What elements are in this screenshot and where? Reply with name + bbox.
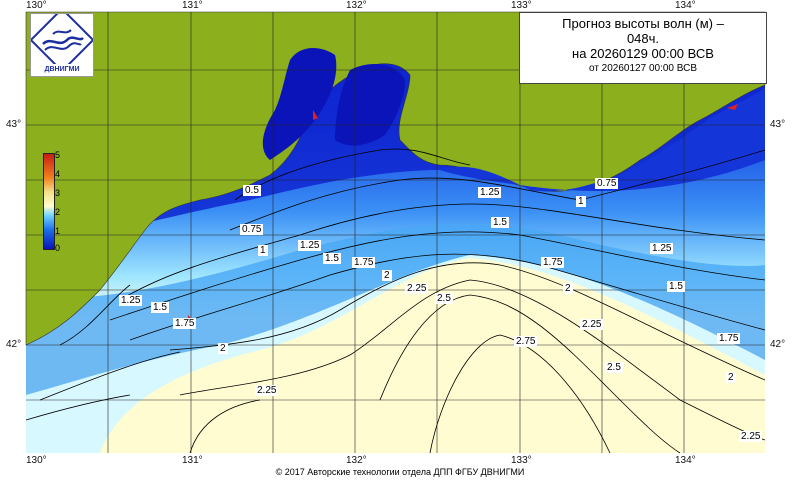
contour-label: 1.75: [173, 318, 197, 329]
contour-label: 2.25: [405, 283, 429, 294]
contour-label: 1.25: [119, 295, 143, 306]
graticule: [26, 12, 765, 453]
contour-label: 1.75: [541, 257, 565, 268]
colorbar-tick-1: 1: [55, 226, 61, 236]
colorbar-tick-0: 0: [55, 243, 61, 253]
title-line-1: Прогноз высоты волн (м) –: [562, 16, 724, 31]
contour-label: 2.5: [435, 293, 453, 304]
wave-logo-icon: [29, 7, 95, 73]
sea-band-yellow: [100, 258, 765, 453]
contour-label: 1.25: [478, 187, 502, 198]
contour-label: 2.25: [580, 319, 604, 330]
lon-label-top-130: 130°: [26, 0, 47, 11]
contour-label: 2: [726, 372, 736, 383]
colorbar-tick-3: 3: [55, 188, 61, 198]
logo-text: ДВНИГМИ: [44, 66, 80, 73]
contour-label: 2.75: [514, 336, 538, 347]
lat-label-left-43: 43°: [6, 119, 22, 130]
lon-label-bottom-131: 131°: [182, 455, 203, 466]
contour-label: 2.5: [605, 362, 623, 373]
lat-label-right-42: 42°: [770, 339, 786, 350]
contour-label: 0.5: [243, 185, 261, 196]
contour-label: 1.5: [323, 253, 341, 264]
contour-label: 2: [563, 283, 573, 294]
contour-label: 1: [576, 196, 586, 207]
lon-label-top-133: 133°: [511, 0, 532, 11]
copyright-footer: © 2017 Авторские технологии отдела ДПП Ф…: [275, 467, 525, 477]
colorbar-tick-4: 4: [55, 169, 61, 179]
contour-label: 1: [258, 245, 268, 256]
lat-label-left-42: 42°: [6, 339, 22, 350]
contour-label: 2.25: [739, 431, 763, 442]
contour-label: 2.25: [255, 385, 279, 396]
title-line-4: от 20260127 00:00 ВСВ: [588, 63, 697, 74]
lon-label-bottom-133: 133°: [511, 455, 532, 466]
lon-label-bottom-130: 130°: [26, 455, 47, 466]
contour-label: 1.5: [667, 281, 685, 292]
lon-label-bottom-132: 132°: [346, 455, 367, 466]
contour-lines: [25, 148, 766, 454]
lon-label-bottom-134: 134°: [675, 455, 696, 466]
lon-label-top-132: 132°: [346, 0, 367, 11]
lat-label-right-43: 43°: [770, 119, 786, 130]
colorbar-tick-2: 2: [55, 207, 61, 217]
marker-north: [313, 110, 318, 120]
contour-label: 0.75: [595, 178, 619, 189]
contour-label: 2: [218, 343, 228, 354]
contour-label: 1.5: [491, 217, 509, 228]
colorbar: [43, 153, 55, 250]
title-line-2: 048ч.: [626, 31, 660, 46]
contour-label: 1.25: [650, 243, 674, 254]
bay-water: [262, 48, 337, 160]
lon-label-top-131: 131°: [182, 0, 203, 11]
colorbar-tick-5: 5: [55, 150, 61, 160]
dvnigmi-logo: ДВНИГМИ: [29, 7, 95, 77]
land-mainland: [25, 11, 766, 346]
contour-label: 1.25: [298, 240, 322, 251]
lon-label-top-134: 134°: [675, 0, 696, 11]
contour-label: 0.75: [240, 224, 264, 235]
forecast-title-box: Прогноз высоты волн (м) – 048ч. на 20260…: [519, 12, 767, 84]
title-line-3: на 20260129 00:00 ВСВ: [572, 46, 714, 61]
contour-label: 1.75: [352, 257, 376, 268]
contour-label: 1.75: [717, 333, 741, 344]
contour-label: 1.5: [151, 302, 169, 313]
marker-east: [727, 104, 738, 110]
contour-label: 2: [382, 270, 392, 281]
